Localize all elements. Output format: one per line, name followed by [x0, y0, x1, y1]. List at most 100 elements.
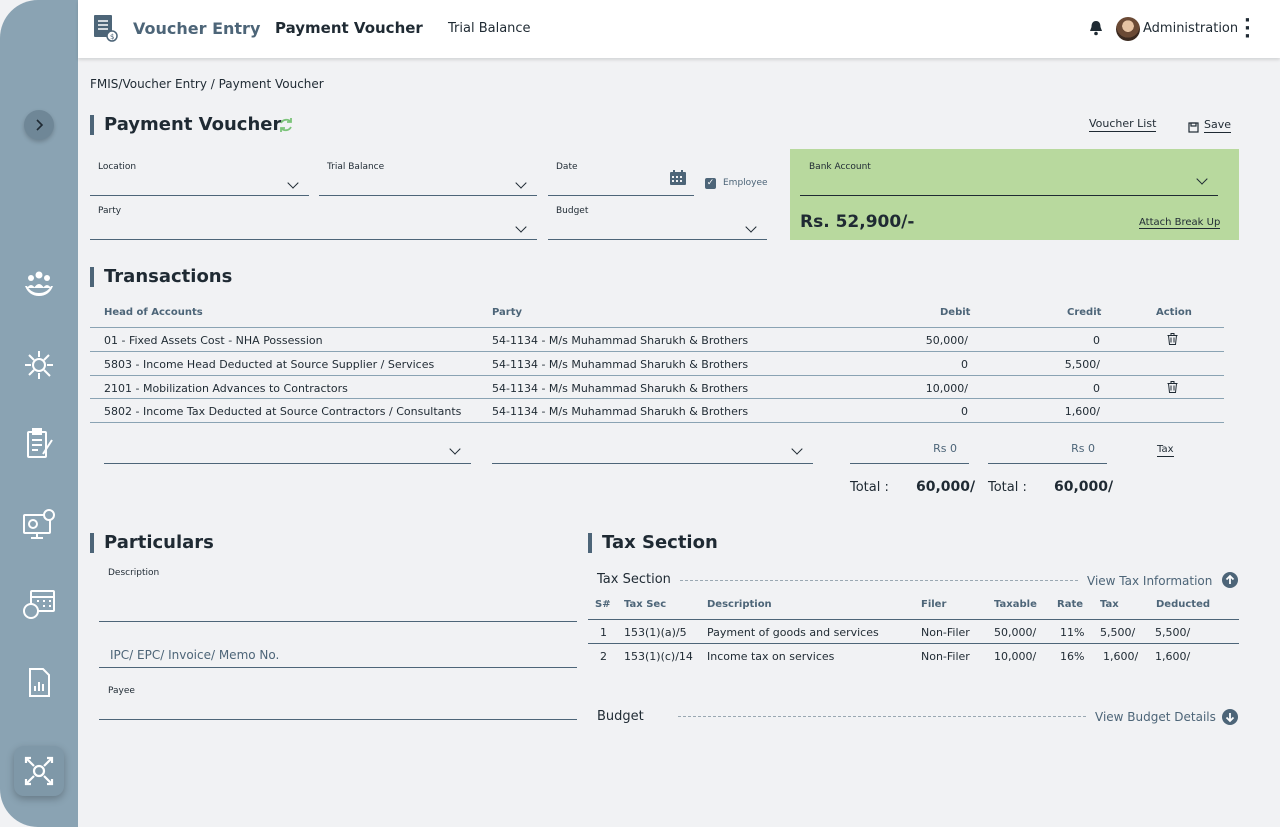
trash-icon[interactable] — [1167, 381, 1178, 393]
credit-input-value: Rs 0 — [1071, 442, 1095, 455]
save-icon[interactable] — [1188, 118, 1199, 137]
cell-description: Payment of goods and services — [707, 626, 879, 639]
cell-sn: 2 — [600, 650, 607, 663]
new-party-select[interactable] — [492, 436, 813, 464]
table-divider — [90, 327, 1224, 328]
cell-filer: Non-Filer — [921, 650, 970, 663]
attach-break-up-link[interactable]: Attach Break Up — [1139, 217, 1221, 229]
cell-debit: 50,000/ — [925, 334, 968, 347]
table-row: 1 153(1)(a)/5 Payment of goods and servi… — [588, 620, 1239, 644]
svg-text:$: $ — [110, 33, 114, 41]
tax-button[interactable]: Tax — [1157, 444, 1174, 457]
user-avatar[interactable] — [1116, 17, 1140, 41]
sidebar-item-reports[interactable] — [19, 663, 59, 703]
cell-party: 54-1134 - M/s Muhammad Sharukh & Brother… — [492, 382, 749, 395]
sidebar-item-network[interactable] — [19, 345, 59, 385]
debit-input[interactable]: Rs 0 — [850, 436, 969, 464]
chevron-down-icon — [449, 443, 461, 455]
payee-input[interactable] — [99, 719, 577, 720]
more-options-icon[interactable]: · · · — [1244, 10, 1251, 47]
col-taxable: Taxable — [994, 599, 1037, 610]
cell-deducted: 5,500/ — [1155, 626, 1191, 639]
particulars-title: Particulars — [90, 533, 214, 553]
cell-credit: 0 — [1093, 382, 1100, 395]
cell-tax: 1,600/ — [1103, 650, 1139, 663]
tab-payment-voucher[interactable]: Payment Voucher — [275, 19, 423, 37]
table-row: 2101 - Mobilization Advances to Contract… — [90, 376, 1224, 399]
location-select[interactable]: Location — [90, 152, 309, 196]
arrow-down-icon[interactable] — [1222, 709, 1238, 725]
tab-trial-balance[interactable]: Trial Balance — [448, 21, 531, 36]
credit-input[interactable]: Rs 0 — [988, 436, 1107, 464]
table-row: 01 - Fixed Assets Cost - NHA Possession … — [90, 328, 1224, 351]
date-label: Date — [556, 162, 578, 172]
col-tax-sec: Tax Sec — [624, 599, 667, 610]
col-head-of-accounts: Head of Accounts — [104, 307, 203, 318]
row-divider — [588, 643, 1239, 644]
sidebar-item-vouchers[interactable] — [19, 424, 59, 464]
cell-deducted: 1,600/ — [1155, 650, 1191, 663]
app-title: Voucher Entry — [133, 19, 261, 38]
new-head-select[interactable] — [104, 436, 471, 464]
debit-total: 60,000/ — [916, 479, 976, 495]
chevron-down-icon — [287, 177, 299, 189]
invoice-input-placeholder: IPC/ EPC/ Invoice/ Memo No. — [110, 648, 280, 662]
location-label: Location — [98, 162, 137, 172]
user-name[interactable]: Administration — [1143, 21, 1239, 36]
description-label: Description — [108, 568, 160, 578]
col-party: Party — [492, 307, 523, 318]
notification-bell-icon[interactable] — [1088, 20, 1104, 40]
description-input[interactable] — [99, 621, 577, 622]
cell-debit: 0 — [961, 358, 968, 371]
budget-select[interactable]: Budget — [548, 196, 767, 240]
breadcrumb: FMIS/Voucher Entry / Payment Voucher — [90, 77, 324, 91]
invoice-input[interactable] — [99, 667, 577, 668]
col-deducted: Deducted — [1156, 599, 1211, 610]
voucher-list-link[interactable]: Voucher List — [1089, 117, 1157, 132]
document-chart-icon — [29, 668, 50, 697]
col-description: Description — [707, 599, 772, 610]
cell-party: 54-1134 - M/s Muhammad Sharukh & Brother… — [492, 358, 749, 371]
cell-rate: 16% — [1060, 650, 1085, 663]
chevron-right-icon — [36, 119, 44, 131]
col-action: Action — [1156, 307, 1192, 318]
sidebar-item-payments[interactable] — [19, 504, 59, 544]
bank-account-select[interactable] — [800, 195, 1218, 196]
payee-label: Payee — [108, 686, 135, 696]
trash-icon[interactable] — [1167, 333, 1178, 345]
refresh-icon[interactable] — [278, 117, 294, 137]
bank-account-panel: Bank Account Rs. 52,900/- Attach Break U… — [790, 149, 1239, 240]
monitor-money-icon — [23, 509, 55, 539]
sidebar-item-people[interactable] — [19, 264, 59, 304]
bank-account-label: Bank Account — [809, 162, 871, 172]
page-title: Payment Voucher — [90, 115, 281, 135]
sidebar-expand-button[interactable] — [24, 110, 54, 140]
view-budget-details-link[interactable]: View Budget Details — [1095, 710, 1216, 724]
row-divider — [90, 375, 1224, 376]
top-header: $ Voucher Entry Payment Voucher Trial Ba… — [78, 0, 1280, 58]
row-divider — [90, 422, 1224, 423]
employee-checkbox[interactable]: ✓ — [705, 178, 716, 189]
sidebar-item-schedule[interactable] — [19, 583, 59, 623]
debit-input-value: Rs 0 — [933, 442, 957, 455]
sidebar — [0, 0, 78, 827]
sidebar-item-exchange[interactable] — [14, 746, 64, 796]
trial-balance-select[interactable]: Trial Balance — [319, 152, 537, 196]
view-tax-information-link[interactable]: View Tax Information — [1087, 574, 1213, 588]
people-care-icon — [25, 271, 53, 296]
party-select[interactable]: Party — [90, 196, 537, 240]
date-field[interactable]: Date — [548, 152, 694, 196]
cell-party: 54-1134 - M/s Muhammad Sharukh & Brother… — [492, 334, 749, 347]
cell-description: Income tax on services — [707, 650, 835, 663]
calendar-icon[interactable] — [670, 170, 686, 189]
party-label: Party — [98, 206, 122, 216]
chevron-down-icon[interactable] — [1196, 173, 1208, 185]
chevron-down-icon — [791, 443, 803, 455]
save-button[interactable]: Save — [1204, 118, 1232, 133]
tax-section-title: Tax Section — [588, 533, 718, 553]
money-exchange-icon — [24, 756, 54, 786]
cell-credit: 5,500/ — [1064, 358, 1100, 371]
employee-label: Employee — [723, 178, 768, 188]
voucher-logo-icon: $ — [90, 13, 120, 47]
arrow-up-icon[interactable] — [1222, 572, 1238, 588]
